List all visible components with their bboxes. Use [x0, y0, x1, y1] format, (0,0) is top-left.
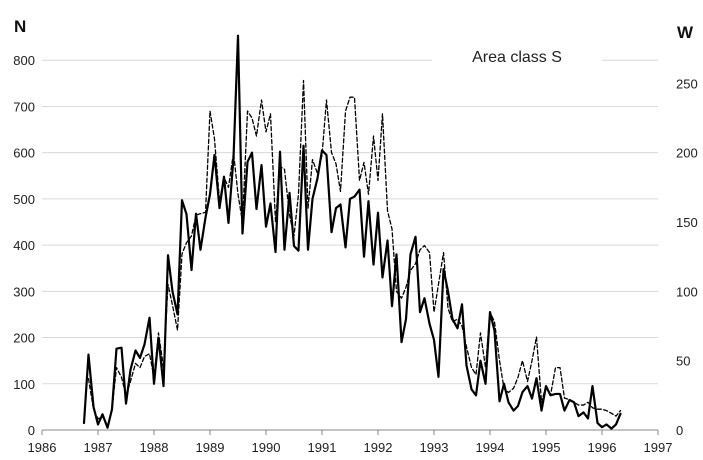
- y-left-tick-label: 600: [13, 146, 35, 161]
- y-left-tick-label: 100: [13, 377, 35, 392]
- annotation-box: [432, 40, 602, 72]
- series-line-n-solid: [82, 34, 622, 430]
- y-right-tick-label: 200: [676, 146, 698, 161]
- x-tick-label: 1986: [28, 440, 57, 455]
- y-left-tick-label: 0: [28, 423, 35, 438]
- x-tick-label: 1993: [420, 440, 449, 455]
- x-tick-label: 1988: [140, 440, 169, 455]
- y-right-tick-label: 250: [676, 76, 698, 91]
- x-tick-label: 1987: [84, 440, 113, 455]
- y-right-tick-label: 100: [676, 284, 698, 299]
- series-line-w-dashed: [87, 79, 622, 428]
- y-left-tick-label: 200: [13, 331, 35, 346]
- y-left-tick-label: 300: [13, 284, 35, 299]
- y-right-tick-label: 50: [676, 354, 690, 369]
- y-left-axis-title: N: [14, 17, 26, 36]
- y-left-tick-label: 800: [13, 53, 35, 68]
- annotation-label: Area class S: [472, 49, 562, 66]
- x-tick-label: 1996: [588, 440, 617, 455]
- x-tick-label: 1994: [476, 440, 505, 455]
- y-right-tick-label: 150: [676, 215, 698, 230]
- x-tick-label: 1995: [532, 440, 561, 455]
- x-tick-label: 1989: [196, 440, 225, 455]
- axes: [41, 429, 659, 435]
- y-left-tick-label: 700: [13, 99, 35, 114]
- x-tick-label: 1990: [252, 440, 281, 455]
- y-left-tick-label: 400: [13, 238, 35, 253]
- series-lines: [82, 34, 622, 430]
- tick-labels: 0 100 200 300 400 500 600 700 800 0 50 100 150 200 250…: [13, 53, 697, 455]
- y-right-tick-label: 0: [676, 423, 683, 438]
- x-tick-label: 1997: [644, 440, 673, 455]
- x-tick-label: 1992: [364, 440, 393, 455]
- gridlines: [42, 59, 658, 385]
- y-left-tick-label: 500: [13, 192, 35, 207]
- y-right-axis-title: W: [677, 23, 694, 42]
- x-tick-label: 1991: [308, 440, 337, 455]
